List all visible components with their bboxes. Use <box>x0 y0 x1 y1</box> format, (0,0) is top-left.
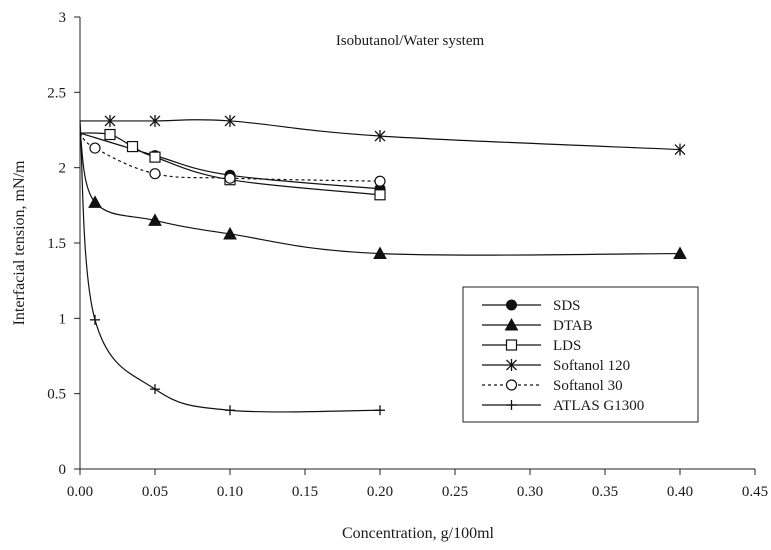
y-tick-label: 2.5 <box>47 85 66 101</box>
marker-shape <box>88 195 102 208</box>
x-tick-label: 0.25 <box>442 484 468 500</box>
data-point-dtab <box>88 195 102 208</box>
x-tick-label: 0.10 <box>217 484 243 500</box>
y-axis-title: Interfacial tension, mN/m <box>11 160 28 325</box>
marker-shape <box>126 140 139 153</box>
legend-item-dtab: DTAB <box>482 317 593 334</box>
legend-marker <box>505 379 518 391</box>
data-point-atlas-g1300 <box>150 384 160 395</box>
marker-shape <box>223 226 237 240</box>
marker-shape <box>505 379 518 391</box>
legend-item-atlas-g1300: ATLAS G1300 <box>482 398 644 414</box>
data-point-lds <box>149 151 161 163</box>
marker-shape <box>506 299 517 311</box>
data-point-lds <box>104 128 116 141</box>
data-point-softanol-120 <box>674 143 686 156</box>
series-line-atlas-g1300 <box>79 120 381 413</box>
data-point-dtab <box>373 246 387 260</box>
y-tick-label: 2 <box>59 161 67 177</box>
legend-label: ATLAS G1300 <box>553 398 644 414</box>
marker-shape <box>149 151 161 163</box>
marker-shape <box>505 339 518 351</box>
legend-label: LDS <box>553 338 581 354</box>
legend-item-lds: LDS <box>482 338 581 354</box>
data-point-softanol-30 <box>374 175 386 187</box>
data-point-dtab <box>673 246 687 260</box>
marker-shape <box>104 128 116 141</box>
x-tick-label: 0.05 <box>142 484 168 500</box>
marker-shape <box>374 175 386 187</box>
axes: 0 0.5 1 1.5 2 2.5 3 0.00 0.05 0.10 0.15 0.20 0.25 0.3… <box>47 10 768 500</box>
legend-item-softanol-120: Softanol 120 <box>482 358 630 374</box>
data-point-softanol-30 <box>89 142 101 154</box>
data-point-softanol-120 <box>374 130 386 143</box>
data-point-softanol-120 <box>224 114 236 127</box>
legend-marker <box>505 339 518 351</box>
x-tick-label: 0.00 <box>67 484 93 500</box>
marker-shape <box>504 317 519 331</box>
series-line-softanol-30 <box>79 132 381 182</box>
data-point-atlas-g1300 <box>375 405 385 416</box>
marker-shape <box>149 168 161 180</box>
series-layer <box>79 114 687 416</box>
series-dtab <box>79 132 687 260</box>
data-point-lds <box>126 140 139 153</box>
x-tick-label: 0.35 <box>592 484 618 500</box>
legend-box <box>462 286 699 423</box>
x-axis-title: Concentration, g/100ml <box>342 525 495 542</box>
legend-marker <box>506 359 517 371</box>
data-point-dtab <box>223 226 237 240</box>
marker-shape <box>224 172 236 184</box>
marker-shape <box>148 213 162 226</box>
y-tick-label: 0 <box>59 462 67 478</box>
series-softanol-120 <box>79 114 686 156</box>
x-tick-label: 0.40 <box>667 484 693 500</box>
chart-title: Isobutanol/Water system <box>336 33 485 49</box>
legend-label: SDS <box>553 298 581 314</box>
legend-label: Softanol 120 <box>553 358 630 374</box>
legend-label: DTAB <box>553 318 593 334</box>
legend-item-softanol-30: Softanol 30 <box>482 378 623 394</box>
legend-marker <box>504 317 519 331</box>
data-point-softanol-30 <box>224 172 236 184</box>
legend-marker <box>506 299 517 311</box>
legend-label: Softanol 30 <box>553 378 623 394</box>
marker-shape <box>373 246 387 260</box>
x-tick-label: 0.15 <box>292 484 318 500</box>
y-tick-label: 3 <box>59 10 67 26</box>
data-point-lds <box>374 189 386 201</box>
data-point-dtab <box>148 213 162 226</box>
y-tick-label: 0.5 <box>47 387 66 403</box>
legend-marker <box>506 400 517 410</box>
series-lds <box>79 128 386 201</box>
series-line-sds <box>79 132 381 190</box>
series-atlas-g1300 <box>79 120 385 416</box>
y-tick-label: 1 <box>59 311 67 327</box>
legend-item-sds: SDS <box>482 298 581 314</box>
data-point-softanol-30 <box>149 168 161 180</box>
data-point-softanol-120 <box>149 114 161 127</box>
data-point-atlas-g1300 <box>225 405 235 416</box>
marker-shape <box>89 142 101 154</box>
legend: SDS DTAB LDS Softanol 120 Softanol 30 ATLAS G… <box>462 286 699 423</box>
y-tick-label: 1.5 <box>47 236 66 252</box>
marker-shape <box>374 189 386 201</box>
series-softanol-30 <box>79 132 386 187</box>
x-tick-label: 0.20 <box>367 484 393 500</box>
data-point-atlas-g1300 <box>90 314 100 325</box>
x-tick-label: 0.45 <box>742 484 768 500</box>
marker-shape <box>673 246 687 260</box>
x-tick-label: 0.30 <box>517 484 543 500</box>
data-point-softanol-120 <box>104 114 116 127</box>
